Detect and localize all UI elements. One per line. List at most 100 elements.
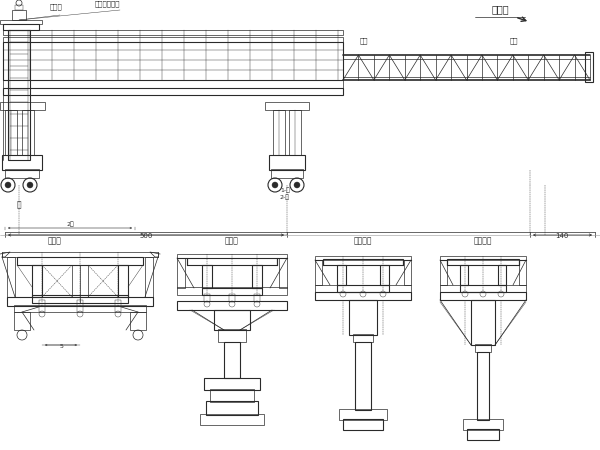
Circle shape: [294, 182, 300, 188]
Bar: [475, 344, 491, 352]
Bar: [271, 169, 303, 178]
Bar: [315, 292, 411, 300]
Bar: [22, 110, 34, 155]
Bar: [202, 288, 262, 295]
Bar: [315, 256, 411, 260]
Bar: [3, 30, 343, 35]
Text: 端模板: 端模板: [50, 3, 63, 9]
Bar: [269, 155, 305, 170]
Text: 过渡面: 过渡面: [225, 236, 239, 245]
Bar: [0, 20, 42, 24]
Bar: [224, 342, 240, 378]
Bar: [349, 300, 377, 335]
Bar: [447, 259, 519, 265]
Bar: [3, 88, 343, 95]
Circle shape: [5, 182, 11, 188]
Bar: [337, 265, 346, 285]
Bar: [177, 301, 287, 310]
Text: 2-桦: 2-桦: [280, 194, 290, 200]
Bar: [404, 260, 411, 285]
Bar: [7, 257, 15, 297]
Bar: [3, 80, 343, 88]
Bar: [5, 169, 39, 178]
Bar: [0, 102, 45, 110]
Bar: [346, 265, 380, 285]
Bar: [212, 265, 252, 288]
Bar: [380, 265, 389, 285]
Text: 権板: 権板: [510, 37, 518, 44]
Bar: [467, 429, 499, 440]
Bar: [323, 259, 403, 265]
Bar: [0, 0, 600, 235]
Bar: [471, 300, 495, 345]
Text: 吸、前移挂架: 吸、前移挂架: [95, 0, 121, 7]
Bar: [118, 265, 128, 297]
Bar: [519, 260, 526, 285]
Bar: [3, 37, 343, 42]
Bar: [2, 252, 158, 257]
Text: 1-墓: 1-墓: [280, 187, 290, 193]
Bar: [8, 30, 30, 160]
Bar: [2, 155, 42, 170]
Text: 5: 5: [59, 344, 63, 349]
Bar: [206, 401, 258, 415]
Bar: [3, 42, 343, 80]
Bar: [315, 285, 411, 292]
Bar: [498, 265, 506, 285]
Bar: [214, 310, 250, 330]
Bar: [218, 329, 246, 342]
Text: 権板: 権板: [360, 37, 368, 44]
Bar: [39, 300, 45, 312]
Bar: [460, 265, 468, 285]
Bar: [177, 287, 287, 295]
Bar: [477, 352, 489, 420]
Bar: [88, 265, 118, 297]
Text: 墓: 墓: [17, 200, 22, 209]
Bar: [14, 305, 146, 312]
Bar: [204, 294, 210, 302]
Bar: [254, 294, 260, 302]
Bar: [7, 297, 153, 306]
Bar: [204, 378, 260, 390]
Bar: [440, 256, 526, 260]
Bar: [12, 10, 26, 20]
Bar: [440, 285, 526, 292]
Bar: [229, 294, 235, 302]
Bar: [200, 414, 264, 425]
Bar: [339, 409, 387, 420]
Bar: [315, 260, 322, 285]
Text: 2距: 2距: [66, 221, 74, 227]
Bar: [3, 24, 39, 30]
Bar: [355, 342, 371, 410]
Circle shape: [272, 182, 278, 188]
Bar: [5, 110, 17, 155]
Text: 施工向: 施工向: [491, 4, 509, 14]
Bar: [585, 52, 593, 82]
Text: 500: 500: [139, 233, 152, 239]
Bar: [210, 389, 254, 402]
Bar: [14, 312, 30, 330]
Bar: [265, 102, 309, 110]
Bar: [440, 260, 447, 285]
Bar: [337, 285, 389, 292]
Circle shape: [27, 182, 33, 188]
Bar: [187, 258, 277, 265]
Bar: [15, 5, 23, 10]
Bar: [202, 265, 212, 288]
Text: 中部截面: 中部截面: [354, 236, 372, 245]
Bar: [440, 292, 526, 300]
Bar: [42, 265, 72, 297]
Bar: [273, 110, 285, 155]
Bar: [468, 265, 498, 285]
Text: 端截面: 端截面: [48, 236, 62, 245]
Bar: [343, 419, 383, 430]
Bar: [460, 285, 506, 292]
Bar: [32, 265, 42, 297]
Bar: [279, 258, 287, 288]
Bar: [130, 312, 146, 330]
Bar: [177, 258, 185, 288]
Bar: [17, 257, 143, 265]
Bar: [145, 257, 153, 297]
Bar: [289, 110, 301, 155]
Bar: [115, 300, 121, 312]
